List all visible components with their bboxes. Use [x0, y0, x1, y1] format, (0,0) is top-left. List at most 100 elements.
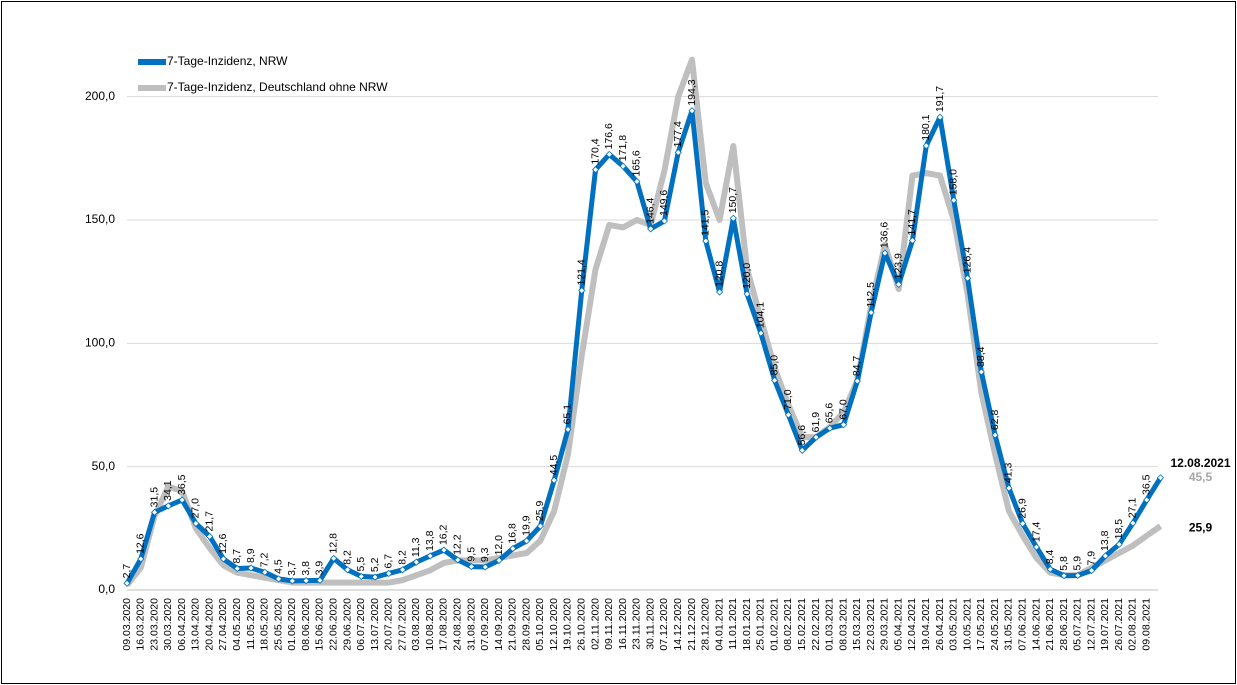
legend-label: 7-Tage-Inzidenz, NRW [167, 54, 288, 68]
series-line [124, 108, 1163, 585]
x-tick-label: 14.12.2020 [672, 598, 684, 651]
data-point [1156, 474, 1165, 482]
data-label: 177,4 [672, 121, 684, 147]
x-tick-label: 01.02.2021 [768, 598, 780, 651]
data-point [812, 433, 820, 441]
x-tick-label: 13.07.2020 [369, 598, 381, 651]
x-tick-label: 27.07.2020 [396, 598, 408, 651]
x-tick-label: 29.06.2020 [341, 598, 353, 651]
data-label: 18,5 [1113, 519, 1125, 540]
data-label: 27,1 [1127, 498, 1139, 519]
data-label: 5,9 [1072, 556, 1084, 571]
x-tick-label: 08.03.2021 [837, 598, 849, 651]
data-point [1129, 519, 1137, 527]
data-point [481, 563, 489, 571]
data-point [578, 286, 586, 295]
data-label: 120,8 [713, 261, 725, 287]
data-label: 5,5 [355, 557, 367, 572]
x-tick-label: 08.02.2021 [782, 598, 794, 651]
x-tick-label: 09.08.2021 [1141, 598, 1153, 651]
data-point [164, 502, 172, 510]
data-point [1143, 496, 1151, 504]
x-tick-label: 13.04.2020 [190, 598, 202, 651]
data-point [895, 280, 903, 288]
data-point [357, 572, 365, 580]
data-point [647, 225, 655, 233]
data-label: 112,5 [865, 282, 877, 308]
x-tick-label: 07.12.2020 [658, 598, 670, 651]
data-label: 16,8 [507, 523, 519, 544]
data-label: 8,9 [245, 548, 257, 563]
data-label: 180,1 [920, 114, 932, 140]
data-point [302, 577, 310, 585]
data-point [206, 532, 214, 541]
data-point [412, 558, 420, 566]
x-tick-label: 06.07.2020 [355, 598, 367, 651]
x-tick-label: 08.06.2020 [300, 598, 312, 651]
data-label: 4,5 [272, 559, 284, 574]
data-point [399, 566, 407, 574]
data-point [633, 177, 641, 186]
data-label: 121,4 [576, 259, 588, 285]
data-point [729, 214, 737, 222]
x-tick-label: 18.01.2021 [741, 598, 753, 651]
data-label: 65,6 [824, 403, 836, 424]
x-tick-label: 05.10.2020 [534, 598, 546, 651]
x-tick-label: 02.08.2021 [1127, 598, 1139, 651]
data-label: 26,9 [1016, 498, 1028, 519]
data-label: 5,8 [1058, 556, 1070, 571]
data-label: 149,6 [658, 190, 670, 216]
data-point [523, 537, 531, 545]
x-tick-label: 16.11.2020 [617, 598, 629, 650]
data-label: 191,7 [934, 86, 946, 112]
data-label: 176,6 [603, 123, 615, 149]
end-value-label: 45,5 [1189, 470, 1213, 484]
data-label: 36,5 [1141, 474, 1153, 495]
data-label: 62,8 [989, 409, 1001, 430]
data-point [702, 237, 710, 245]
x-tick-label: 16.03.2020 [135, 598, 147, 651]
data-point [564, 425, 572, 433]
data-point [1005, 484, 1013, 492]
data-label: 3,8 [300, 561, 312, 576]
data-point [509, 544, 517, 553]
x-tick-label: 03.05.2021 [948, 598, 960, 651]
data-point [867, 308, 875, 317]
x-tick-label: 30.03.2020 [162, 598, 174, 651]
data-label: 12,2 [452, 534, 464, 555]
data-label: 5,2 [369, 557, 381, 572]
data-point [1088, 566, 1096, 575]
data-label: 9,5 [465, 547, 477, 562]
x-tick-label: 22.03.2021 [865, 598, 877, 651]
legend-label: 7-Tage-Inzidenz, Deutschland ohne NRW [167, 80, 388, 94]
x-tick-label: 27.04.2020 [217, 598, 229, 651]
x-tick-label: 17.08.2020 [438, 598, 450, 651]
x-tick-label: 11.05.2020 [245, 598, 257, 650]
x-tick-label: 12.10.2020 [548, 598, 560, 651]
data-point [964, 274, 972, 282]
data-point [660, 217, 668, 225]
x-tick-label: 19.10.2020 [562, 598, 574, 651]
data-point [261, 568, 269, 576]
data-point [839, 421, 848, 429]
data-label: 123,9 [892, 253, 904, 279]
x-tick-label: 20.07.2020 [383, 598, 395, 651]
y-tick-label: 200,0 [85, 89, 115, 103]
data-point [343, 566, 352, 574]
x-tick-label: 25.01.2021 [755, 598, 767, 651]
data-point [495, 556, 503, 564]
data-point [688, 107, 696, 115]
data-label: 136,6 [879, 222, 891, 248]
data-label: 141,5 [700, 210, 712, 236]
data-label: 31,5 [148, 487, 160, 508]
data-label: 194,3 [686, 79, 698, 105]
data-point [936, 113, 944, 121]
data-label: 104,1 [755, 302, 767, 328]
x-tick-label: 26.07.2021 [1113, 598, 1125, 651]
data-point [330, 554, 338, 562]
data-point [757, 329, 765, 337]
x-tick-label: 28.12.2020 [700, 598, 712, 651]
data-label: 141,7 [906, 209, 918, 235]
data-point [991, 431, 999, 439]
data-label: 11,3 [410, 537, 422, 557]
